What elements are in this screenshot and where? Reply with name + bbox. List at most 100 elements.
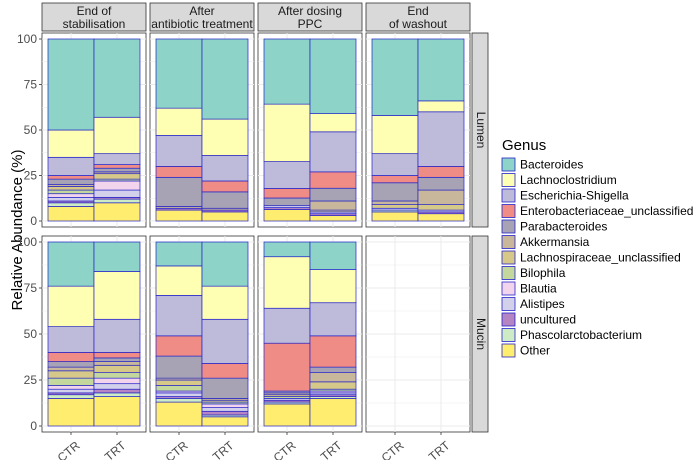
facet-strip-bg <box>471 235 489 433</box>
bar-segment <box>93 396 141 427</box>
legend-label: Lachnospiraceae_unclassified <box>520 251 681 265</box>
legend-label: Other <box>520 344 550 358</box>
bar-segment <box>201 285 249 320</box>
bar-segment <box>155 38 203 109</box>
bar-segment <box>263 241 311 258</box>
legend-item: Bacteroides <box>501 158 583 172</box>
panel <box>149 235 255 433</box>
bar-segment <box>309 269 357 304</box>
y-tick-label: 25 <box>24 169 38 183</box>
legend-swatch <box>501 297 516 311</box>
bar-segment <box>93 377 141 385</box>
legend-label: Bilophila <box>520 266 566 280</box>
bar-segment <box>309 372 357 383</box>
bar-segment <box>309 187 357 202</box>
legend-item: Escherichia-Shigella <box>501 189 629 203</box>
bar-segment <box>93 388 141 394</box>
bar-segment <box>47 129 95 158</box>
bar-segment <box>263 103 311 162</box>
bar-segment <box>417 189 465 205</box>
bar-segment <box>263 38 311 105</box>
legend-swatch <box>501 173 516 187</box>
bar-segment <box>155 385 203 392</box>
panel <box>41 235 147 433</box>
bar-segment <box>155 379 203 386</box>
bar-segment <box>155 295 203 337</box>
facet-strip-row: Mucin <box>471 235 489 433</box>
legend-item: Enterobacteriaceae_unclassified <box>501 204 693 218</box>
x-tick-label: TRT <box>102 438 129 460</box>
y-tick-label: 75 <box>24 281 38 295</box>
bar-segment <box>155 166 203 178</box>
legend-swatch <box>501 266 516 280</box>
y-tick-label: 100 <box>17 235 37 249</box>
bar-segment <box>371 200 419 205</box>
bar-segment <box>47 385 95 390</box>
bar-trt <box>93 38 141 222</box>
legend-title: Genus <box>502 137 546 154</box>
facet-strip-label: Lumen <box>474 112 488 149</box>
bar-segment <box>47 398 95 427</box>
bar-segment <box>417 38 465 102</box>
facet-strip-label: stabilisation <box>63 17 126 31</box>
bar-segment <box>201 363 249 379</box>
legend-swatch <box>501 281 516 296</box>
bar-segment <box>47 175 95 180</box>
bar-trt <box>201 241 249 427</box>
legend-swatch <box>501 204 516 218</box>
bar-trt <box>309 38 357 222</box>
facet-strip-bg <box>149 2 255 32</box>
panel <box>41 32 147 228</box>
facet-strip-label: antibiotic treatment <box>151 17 253 31</box>
bar-segment <box>47 352 95 362</box>
legend-label: uncultured <box>520 313 576 327</box>
legend-item: Blautia <box>501 281 557 296</box>
legend-item: Parabacteroides <box>501 220 607 234</box>
y-axis-title: Relative Abundance (%) <box>9 150 26 311</box>
panel <box>365 235 471 433</box>
facet-strip-label: PPC <box>298 17 323 31</box>
bar-ctr <box>263 38 311 222</box>
bar-segment <box>263 307 311 344</box>
bar-trt <box>309 241 357 427</box>
bar-segment <box>93 116 141 155</box>
legend-swatch <box>501 328 516 342</box>
legend-label: Lachnoclostridium <box>520 173 617 187</box>
facet-strip-label: End of <box>77 4 112 18</box>
legend-item: Phascolarctobacterium <box>501 328 642 342</box>
bar-segment <box>93 173 141 180</box>
bar-segment <box>47 326 95 353</box>
bar-segment <box>371 182 419 202</box>
bar-segment <box>309 335 357 368</box>
x-tick-label: CTR <box>379 438 407 460</box>
x-tick-label: TRT <box>318 438 345 460</box>
bar-segment <box>417 204 465 211</box>
y-tick-label: 50 <box>24 123 38 137</box>
bar-segment <box>93 271 141 320</box>
bar-ctr <box>47 241 95 427</box>
bar-segment <box>155 335 203 357</box>
bar-segment <box>155 107 203 136</box>
legend-swatch <box>501 235 516 249</box>
bar-segment <box>201 241 249 287</box>
bar-segment <box>47 361 95 368</box>
panel <box>257 235 363 433</box>
bar-segment <box>93 241 141 272</box>
bar-segment <box>93 38 141 118</box>
bar-segment <box>371 175 419 184</box>
bar-segment <box>263 256 311 309</box>
bar-segment <box>263 197 311 207</box>
bar-segment <box>93 189 141 198</box>
bar-segment <box>93 383 141 390</box>
legend-label: Alistipes <box>520 297 565 311</box>
bar-ctr <box>155 38 203 222</box>
legend-item: Bilophila <box>501 266 566 280</box>
legend-label: Blautia <box>520 282 557 296</box>
bar-segment <box>93 357 141 362</box>
bar-segment <box>371 204 419 209</box>
bar-segment <box>309 215 357 222</box>
